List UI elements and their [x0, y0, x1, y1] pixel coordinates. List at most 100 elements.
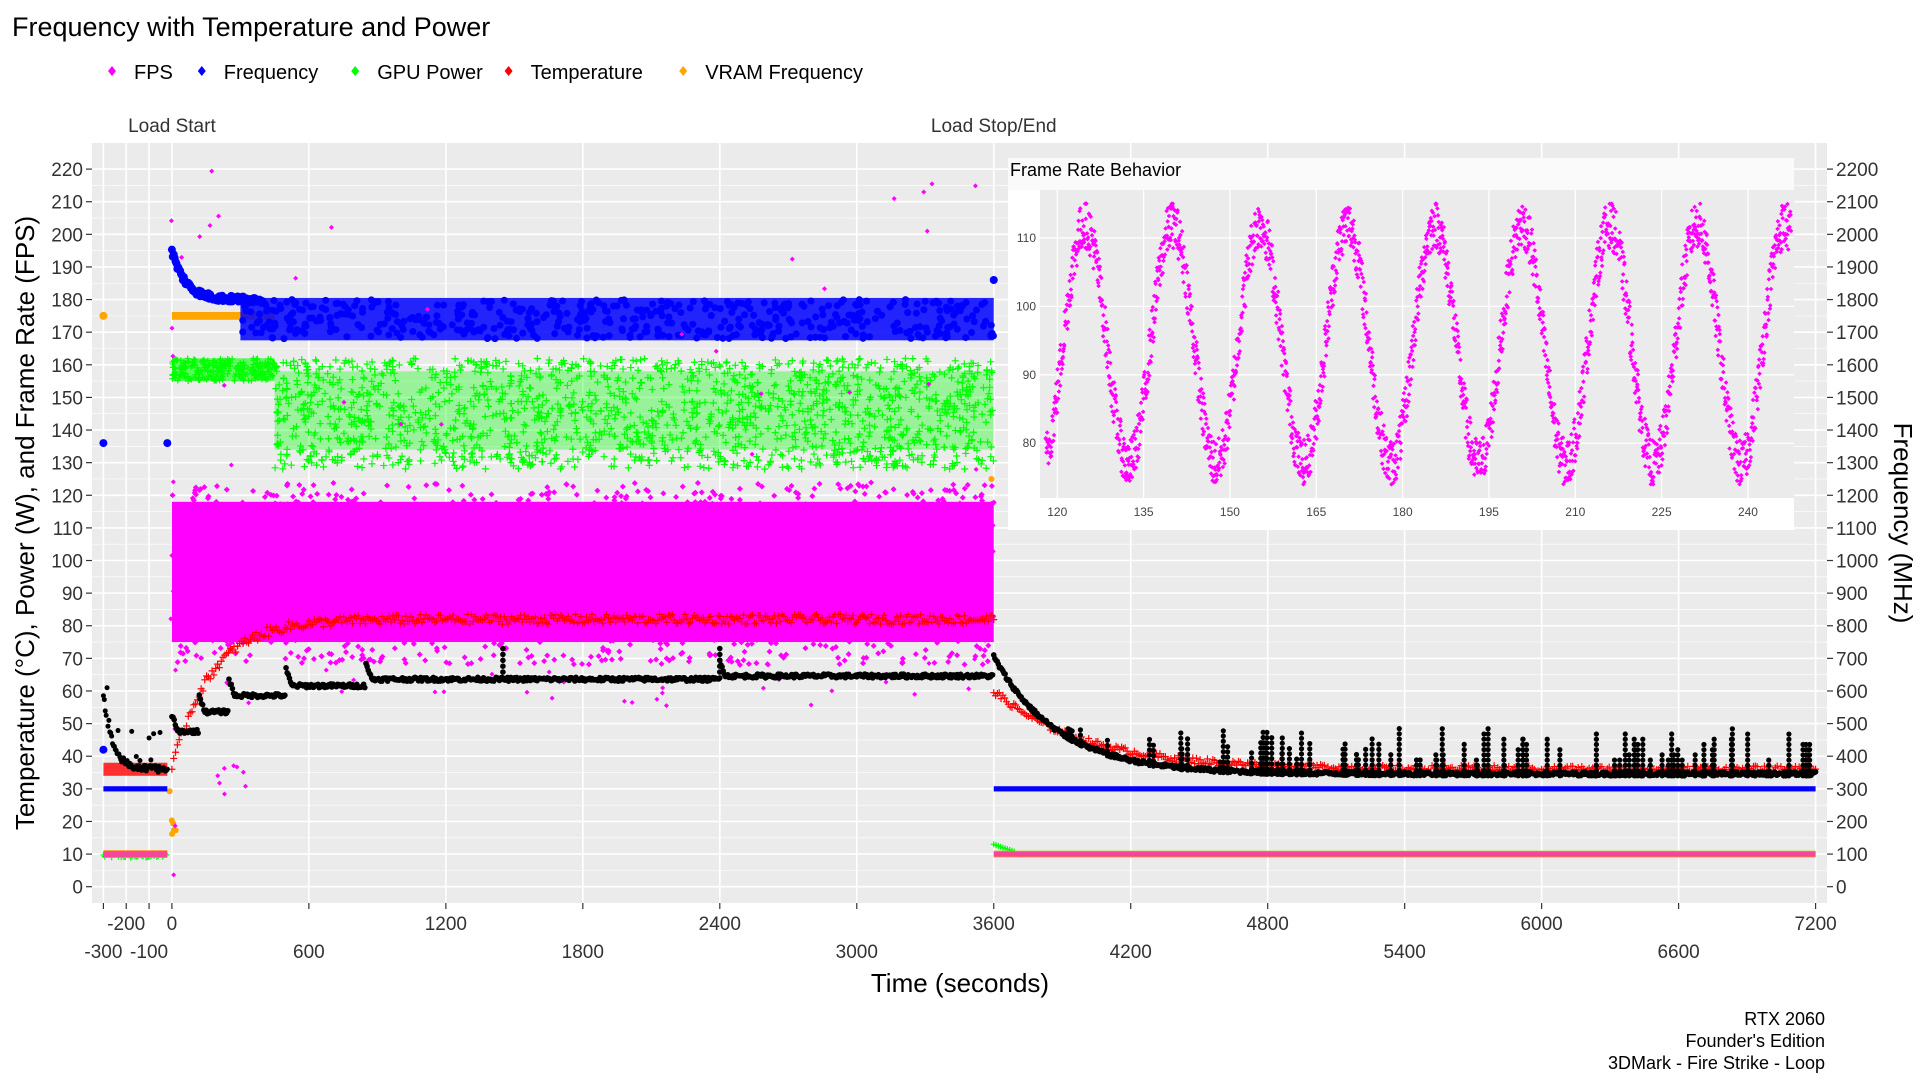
data-point: [565, 324, 572, 331]
frequency-band: [994, 786, 1816, 791]
data-point: [667, 300, 674, 307]
data-point: [339, 301, 346, 308]
data-point: [834, 302, 841, 309]
data-point: [385, 331, 392, 338]
data-point: [322, 297, 329, 304]
data-point: [491, 325, 498, 332]
data-point: [872, 315, 879, 322]
data-point: [632, 323, 639, 330]
data-point: [510, 300, 517, 307]
data-point: [252, 329, 259, 336]
data-point: [449, 321, 456, 328]
data-point: [367, 333, 374, 340]
legend-key: [679, 66, 687, 76]
data-point: [681, 321, 688, 328]
data-point: [384, 315, 391, 322]
data-point: [852, 330, 859, 337]
data-point: [812, 313, 819, 320]
data-point: [469, 311, 476, 318]
data-point: [658, 305, 665, 312]
data-point: [426, 329, 433, 336]
legend-key: [351, 66, 359, 76]
data-point: [99, 312, 107, 320]
data-point: [988, 476, 994, 482]
data-point: [968, 329, 975, 336]
data-point: [817, 334, 824, 341]
data-point: [764, 321, 771, 328]
data-point: [581, 311, 588, 318]
data-point: [269, 334, 276, 341]
data-point: [655, 328, 662, 335]
data-point: [359, 305, 366, 312]
data-point: [292, 330, 299, 337]
data-point: [248, 324, 255, 331]
data-point: [491, 335, 498, 342]
data-point: [239, 297, 246, 304]
data-point: [610, 303, 617, 310]
data-point: [914, 300, 921, 307]
data-point: [167, 788, 173, 794]
data-point: [907, 335, 914, 342]
data-point: [913, 310, 920, 317]
data-point: [687, 304, 694, 311]
data-point: [533, 310, 540, 317]
data-point: [717, 324, 724, 331]
data-point: [750, 312, 757, 319]
data-point: [488, 298, 495, 305]
data-point: [856, 296, 863, 303]
data-point: [785, 302, 792, 309]
data-point: [935, 300, 942, 307]
legend-label: VRAM Frequency: [705, 62, 863, 84]
data-point: [988, 322, 995, 329]
data-point: [559, 297, 566, 304]
data-point: [690, 298, 697, 305]
data-point: [591, 334, 598, 341]
data-point: [866, 333, 873, 340]
data-point: [738, 300, 745, 307]
data-point: [766, 308, 773, 315]
data-point: [735, 316, 742, 323]
data-point: [990, 276, 998, 284]
data-point: [962, 334, 969, 341]
data-point: [271, 320, 278, 327]
data-point: [649, 301, 656, 308]
legend-label: Temperature: [531, 62, 643, 84]
data-point: [916, 323, 923, 330]
data-point: [563, 310, 570, 317]
data-point: [800, 303, 807, 310]
data-point: [578, 298, 585, 305]
data-point: [375, 328, 382, 335]
data-point: [618, 325, 625, 332]
data-point: [555, 318, 562, 325]
data-point: [772, 316, 779, 323]
data-point: [973, 306, 980, 313]
data-point: [759, 334, 766, 341]
data-point: [484, 334, 491, 341]
data-point: [851, 317, 858, 324]
legend-label: GPU Power: [377, 62, 483, 84]
data-point: [513, 335, 520, 342]
data-point: [540, 314, 547, 321]
data-point: [409, 328, 416, 335]
data-point: [343, 333, 350, 340]
data-point: [863, 298, 870, 305]
data-point: [978, 301, 985, 308]
data-point: [623, 302, 630, 309]
data-point: [969, 312, 976, 319]
data-point: [163, 439, 171, 447]
data-point: [606, 332, 613, 339]
data-point: [392, 302, 399, 309]
data-point: [825, 302, 832, 309]
data-point: [944, 324, 951, 331]
data-point: [390, 310, 397, 317]
data-point: [600, 334, 607, 341]
data-point: [741, 311, 748, 318]
data-point: [606, 319, 613, 326]
data-point: [719, 335, 726, 342]
data-point: [326, 314, 333, 321]
data-point: [497, 322, 504, 329]
data-point: [971, 318, 978, 325]
data-point: [845, 312, 852, 319]
data-point: [634, 307, 641, 314]
